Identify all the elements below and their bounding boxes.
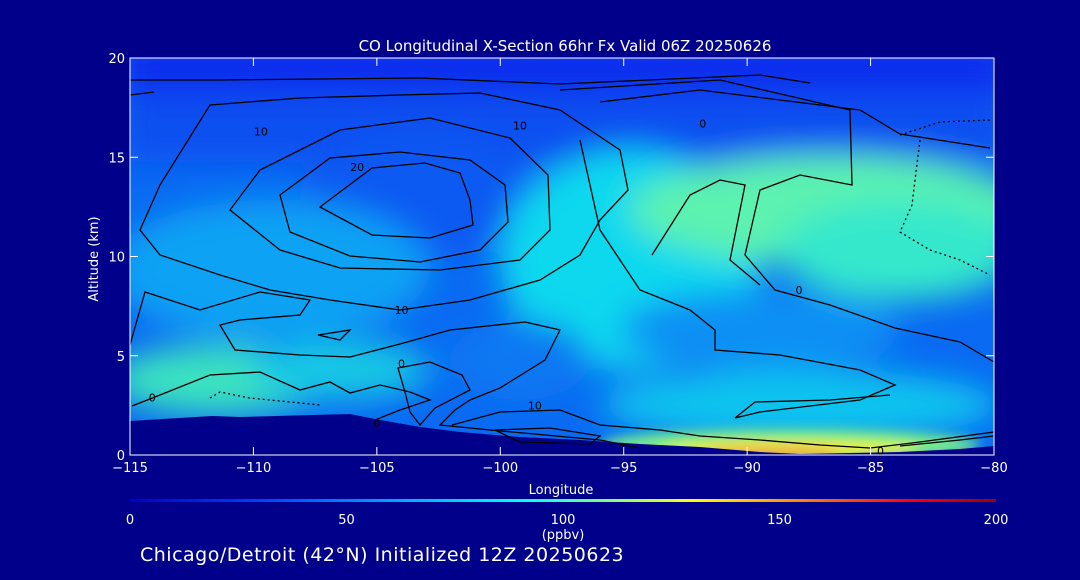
x-ticks: −115 −110 −105 −100 −95 −90 −85 −80 [112,58,1008,476]
contour-label: 10 [513,119,527,132]
contour-lines [130,74,994,449]
colorbar-ticks: 0 50 100 150 200 [126,513,1009,528]
x-tick-label: −105 [359,461,395,476]
contour-label: 0 [373,417,380,430]
contour-label: 10 [528,399,542,412]
x-tick-label: −95 [610,461,637,476]
contour-label: 10 [395,304,409,317]
colorbar-tick-label: 50 [338,513,355,528]
contour-labels: 10 20 10 0 10 0 0 0 10 0 0 [149,118,884,458]
colorbar [130,499,996,502]
x-tick-label: −100 [482,461,518,476]
x-tick-label: −115 [112,461,148,476]
chart-title: CO Longitudinal X-Section 66hr Fx Valid … [359,37,772,55]
contour-label: 0 [699,118,706,131]
x-tick-label: −80 [980,461,1007,476]
contour-label: 10 [254,125,268,138]
contour-label: 0 [795,284,802,297]
colorbar-unit: (ppbv) [542,528,585,543]
contour-label: 20 [350,161,364,174]
y-ticks: 0 5 10 15 20 [108,52,994,464]
y-axis-label: Altitude (km) [87,216,102,301]
colorbar-tick-label: 200 [984,513,1009,528]
colorbar-tick-label: 100 [551,513,576,528]
x-axis-label: Longitude [529,483,594,498]
y-tick-label: 5 [117,350,125,365]
x-tick-label: −90 [733,461,760,476]
plot-area: 10 20 10 0 10 0 0 0 10 0 0 [130,58,994,458]
contour-label: 0 [398,358,405,371]
y-tick-label: 15 [108,151,125,166]
y-tick-label: 0 [117,449,125,464]
x-tick-label: −110 [236,461,272,476]
footer-caption: Chicago/Detroit (42°N) Initialized 12Z 2… [140,544,624,566]
terrain [130,414,994,455]
contour-label: 0 [877,445,884,458]
concentration-field [130,58,994,440]
x-tick-label: −85 [857,461,884,476]
colorbar-tick-label: 150 [767,513,792,528]
colorbar-tick-label: 0 [126,513,134,528]
y-tick-label: 20 [108,52,125,67]
contour-label: 0 [149,391,156,404]
y-tick-label: 10 [108,251,125,266]
